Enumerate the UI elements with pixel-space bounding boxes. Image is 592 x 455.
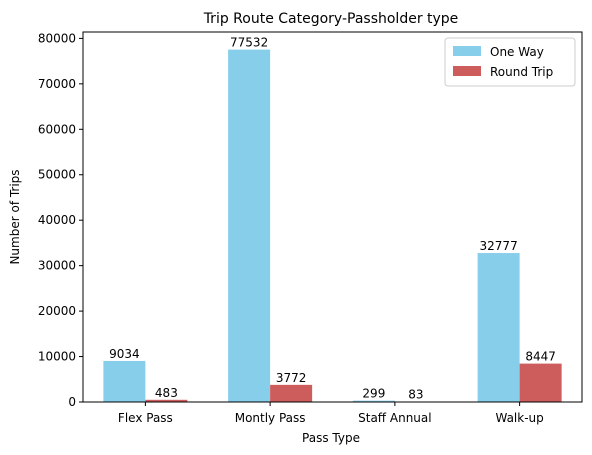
y-tick-label: 30000 [38,259,76,273]
y-tick-label: 60000 [38,122,76,136]
y-tick-label: 80000 [38,31,76,45]
plot-area: 9034 77532 299 32777 483 3772 83 8447 0 10000 2000… [38,31,583,425]
data-label: 9034 [109,347,140,361]
bar-one-way-montly-pass [228,49,271,402]
chart-title: Trip Route Category-Passholder type [203,11,459,27]
legend: One Way Round Trip [444,37,576,87]
bar-one-way-staff-annual [352,400,395,402]
axes-frame [82,31,583,403]
data-label: 8447 [525,350,556,364]
y-tick-label: 40000 [38,213,76,227]
legend-swatch [453,66,481,76]
x-axis-label: Pass Type [302,431,360,445]
legend-entry: One Way [490,45,544,59]
y-tick-label: 10000 [38,350,76,364]
data-label: 3772 [276,371,307,385]
data-label: 77532 [230,36,268,50]
y-axis-label: Number of Trips [8,169,22,264]
y-tick-label: 50000 [38,168,76,182]
y-tick-label: 20000 [38,304,76,318]
bar-round-trip-montly-pass [270,384,313,402]
legend-entry: Round Trip [490,65,553,79]
bar-round-trip-walk-up [519,363,562,402]
x-tick-label: Staff Annual [358,411,431,425]
x-tick-label: Walk-up [495,411,543,425]
x-tick-label: Flex Pass [118,411,173,425]
data-label: 83 [408,388,423,402]
y-tick-label: 0 [68,395,76,409]
x-tick-label: Montly Pass [235,411,306,425]
bar-one-way-walk-up [477,253,520,402]
bar-one-way-flex-pass [103,360,146,402]
legend-swatch [453,46,481,56]
data-label: 32777 [480,239,518,253]
data-label: 299 [362,387,385,401]
data-label: 483 [155,386,178,400]
y-tick-label: 70000 [38,77,76,91]
bar-round-trip-flex-pass [145,399,188,402]
